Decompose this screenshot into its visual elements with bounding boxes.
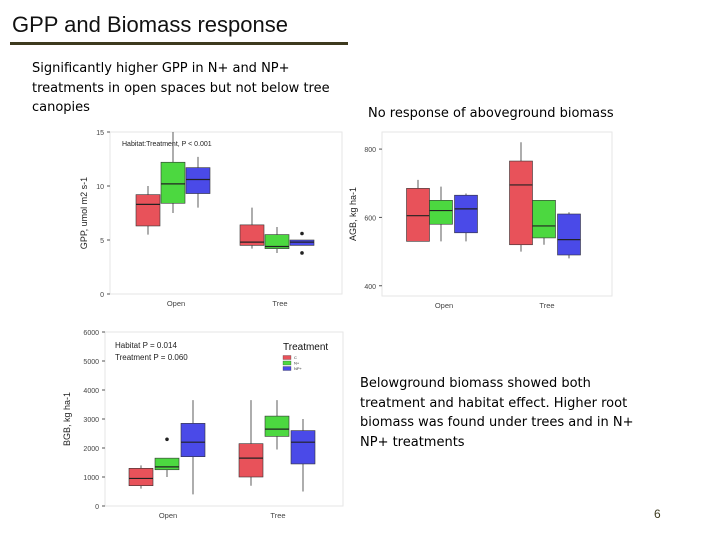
- box-tree-c: [238, 400, 264, 486]
- box-tree-npplus: [557, 212, 581, 259]
- bgb-boxplot: 0 1000 2000 3000 4000 5000 6000 BGB, kg ha-1 Ope…: [62, 330, 344, 520]
- box-body: [154, 457, 180, 471]
- legend-swatch: [282, 360, 292, 366]
- box-open-c: [135, 186, 161, 235]
- chart-annotation-2: Treatment P = 0.060: [115, 353, 188, 362]
- box-open-c: [128, 465, 154, 489]
- box-tree-npplus: [290, 419, 316, 492]
- y-tick-label: 2000: [83, 446, 99, 453]
- y-tick-label: 15: [96, 130, 104, 137]
- legend-label: C: [294, 355, 297, 360]
- box-body: [406, 188, 430, 242]
- gpp-description: Significantly higher GPP in N+ and NP+ t…: [32, 61, 330, 115]
- box-body: [454, 194, 478, 234]
- box-body: [180, 423, 206, 457]
- box-open-nplus: [160, 132, 186, 213]
- legend-label: N+: [294, 361, 300, 366]
- chart-annotation: Habitat:Treatment, P < 0.001: [122, 141, 212, 148]
- agb-boxplot: 400 600 800 AGB, kg ha-1 Open Tree: [348, 131, 613, 310]
- box-tree-npplus: [289, 231, 315, 255]
- box-body: [429, 200, 453, 225]
- legend-swatch: [282, 355, 292, 360]
- y-tick-label: 5: [100, 238, 104, 245]
- box-body: [238, 443, 264, 478]
- y-tick-label: 6000: [83, 330, 99, 337]
- x-category-label: Tree: [272, 299, 287, 308]
- legend-title: Treatment: [283, 342, 328, 353]
- box-open-nplus: [154, 437, 180, 477]
- box-body: [160, 161, 186, 204]
- title-underline: [10, 42, 348, 45]
- y-tick-label: 0: [100, 292, 104, 299]
- box-open-npplus: [454, 193, 478, 242]
- y-axis-label: BGB, kg ha-1: [62, 392, 72, 446]
- y-tick-label: 800: [364, 147, 376, 154]
- y-tick-label: 400: [364, 284, 376, 291]
- bgb-description: Belowground biomass showed both treatmen…: [360, 376, 634, 450]
- y-tick-label: 0: [95, 504, 99, 511]
- x-category-label: Tree: [270, 511, 285, 520]
- slide-title: GPP and Biomass response: [12, 12, 288, 37]
- box-body: [239, 224, 265, 246]
- y-tick-label: 5000: [83, 359, 99, 366]
- y-tick-label: 4000: [83, 388, 99, 395]
- box-body: [128, 468, 154, 487]
- gpp-boxplot: 0 5 10 15 GPP, umol m2 s-1 Open Tree Habitat:Tr…: [79, 130, 343, 308]
- box-open-npplus: [180, 400, 206, 495]
- outlier-point: [300, 231, 304, 236]
- box-open-nplus: [429, 186, 453, 242]
- box-tree-c: [239, 207, 265, 249]
- box-body: [532, 200, 556, 239]
- box-tree-nplus: [532, 200, 556, 245]
- box-tree-nplus: [264, 400, 290, 450]
- box-body: [264, 234, 290, 249]
- box-body: [185, 167, 211, 194]
- outlier-point: [300, 251, 304, 255]
- x-category-label: Open: [167, 299, 185, 308]
- chart-annotation: Habitat P = 0.014: [115, 341, 177, 350]
- box-tree-nplus: [264, 227, 290, 253]
- legend-swatch: [282, 366, 292, 371]
- y-axis-label: GPP, umol m2 s-1: [79, 177, 89, 249]
- x-category-label: Open: [435, 301, 453, 310]
- y-tick-label: 1000: [83, 475, 99, 482]
- outlier-point: [165, 437, 169, 442]
- x-category-label: Open: [159, 511, 177, 520]
- page-number: 6: [654, 507, 661, 521]
- box-body: [557, 213, 581, 256]
- box-body: [264, 415, 290, 437]
- box-body: [135, 194, 161, 227]
- y-axis-label: AGB, kg ha-1: [348, 187, 358, 241]
- box-body: [290, 430, 316, 465]
- box-open-npplus: [185, 156, 211, 208]
- x-category-label: Tree: [539, 301, 554, 310]
- box-open-c: [406, 179, 430, 242]
- y-tick-label: 600: [364, 215, 376, 222]
- legend-label: NP+: [294, 366, 303, 371]
- agb-description: No response of aboveground biomass: [368, 106, 614, 121]
- y-tick-label: 10: [96, 184, 104, 191]
- box-body: [509, 160, 533, 246]
- y-tick-label: 3000: [83, 417, 99, 424]
